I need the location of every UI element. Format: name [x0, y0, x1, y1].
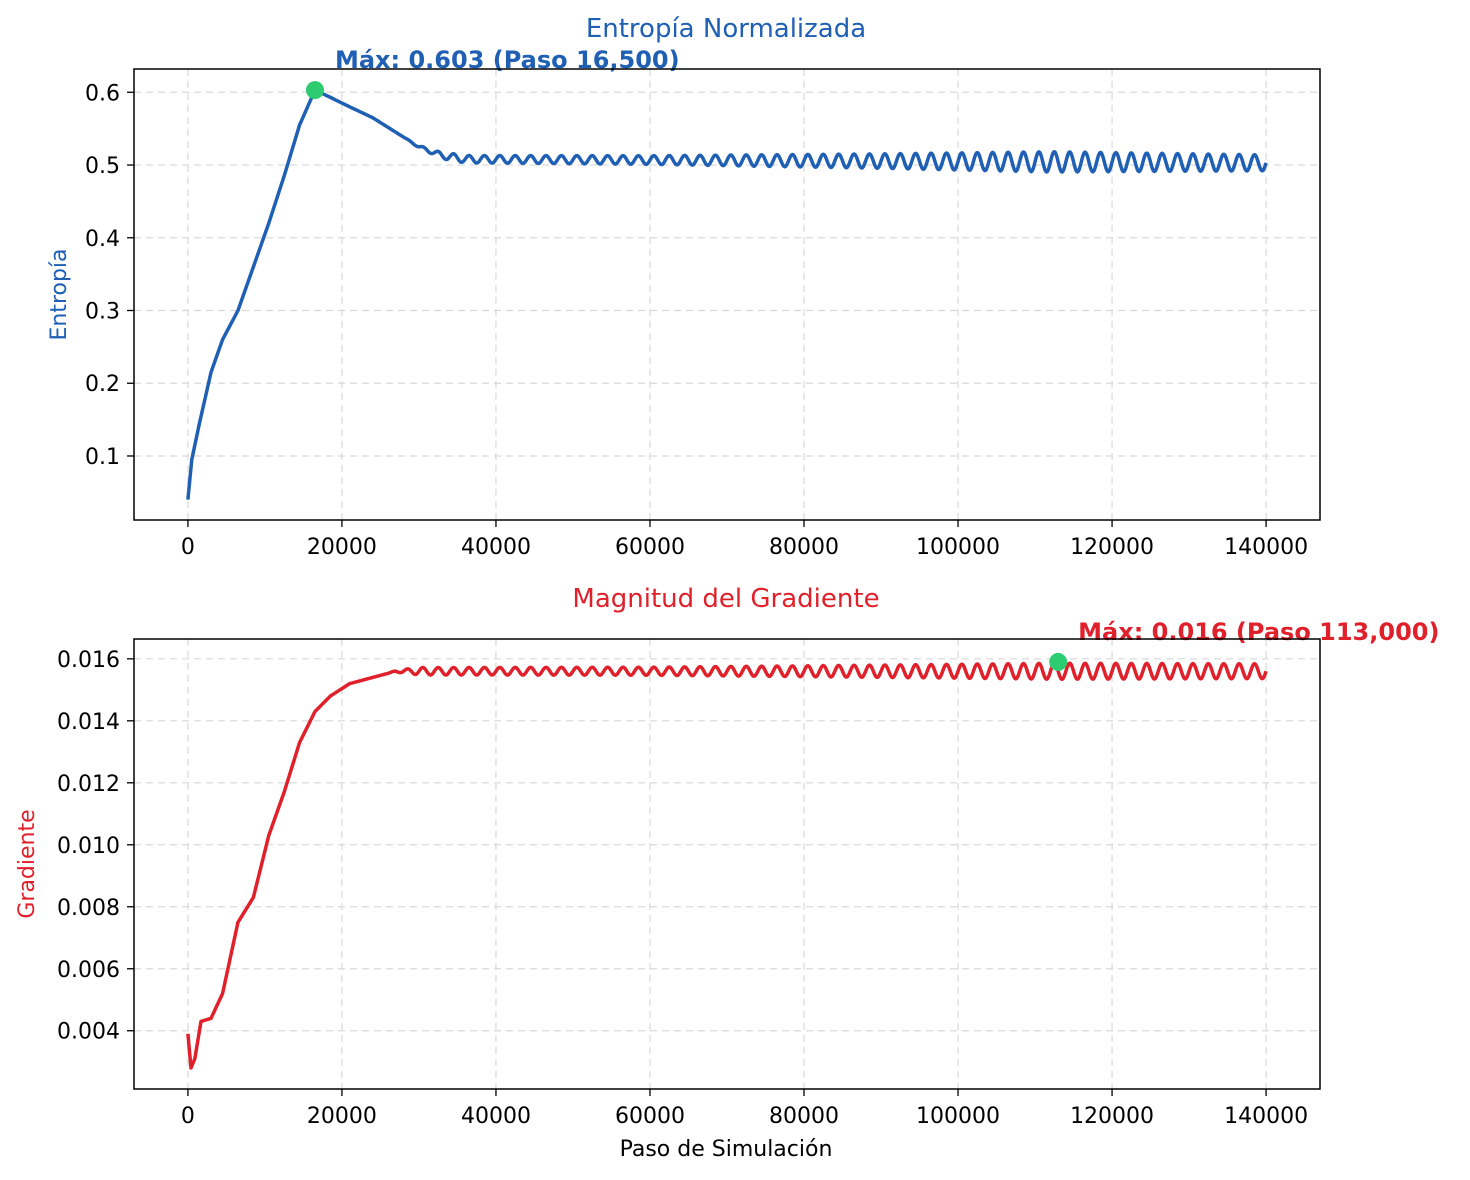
entropy-x-tick-label: 100000	[916, 535, 1000, 560]
gradient-x-ticks: 0 20000 40000 60000 80000 100000 120000 140000	[181, 1089, 1308, 1129]
entropy-x-tick-label: 20000	[307, 535, 377, 560]
entropy-series-line	[186, 88, 1268, 500]
gradient-y-tick-label: 0.012	[57, 772, 120, 797]
gradient-panel: Magnitud del Gradiente 0 20000 40000 60000 8…	[15, 584, 1439, 1162]
entropy-y-ticks: 0.1 0.2 0.3 0.4 0.5 0.6	[85, 81, 134, 470]
gradient-x-axis-label: Paso de Simulación	[620, 1137, 833, 1162]
entropy-x-tick-label: 80000	[769, 535, 839, 560]
gradient-x-tick-label: 100000	[916, 1104, 1000, 1129]
entropy-x-tick-label: 60000	[615, 535, 685, 560]
entropy-x-tick-label: 0	[181, 535, 195, 560]
gradient-axes-frame	[133, 638, 1321, 1090]
gradient-y-tick-label: 0.004	[57, 1020, 120, 1045]
entropy-x-ticks: 0 20000 40000 60000 80000 100000 120000 140000	[181, 520, 1308, 560]
gradient-y-axis-label: Gradiente	[15, 809, 40, 918]
gradient-x-tick-label: 0	[181, 1104, 195, 1129]
gradient-y-tick-label: 0.010	[57, 834, 120, 859]
gradient-x-tick-label: 20000	[307, 1104, 377, 1129]
gradient-x-tick-label: 120000	[1070, 1104, 1154, 1129]
gradient-y-tick-label: 0.008	[57, 896, 120, 921]
gradient-y-ticks: 0.004 0.006 0.008 0.010 0.012 0.014 0.016	[57, 648, 134, 1045]
gradient-y-tick-label: 0.006	[57, 958, 120, 983]
gradient-max-marker	[1049, 652, 1068, 671]
entropy-grid	[134, 69, 1320, 520]
entropy-x-tick-label: 120000	[1070, 535, 1154, 560]
entropy-y-axis-label: Entropía	[47, 248, 72, 340]
gradient-title: Magnitud del Gradiente	[572, 584, 879, 614]
entropy-y-tick-label: 0.1	[85, 445, 120, 470]
gradient-max-annotation: Máx: 0.016 (Paso 113,000)	[1078, 618, 1439, 646]
gradient-grid	[134, 639, 1320, 1089]
entropy-title: Entropía Normalizada	[586, 14, 866, 44]
entropy-y-tick-label: 0.3	[85, 300, 120, 325]
gradient-y-tick-label: 0.014	[57, 710, 120, 735]
entropy-y-tick-label: 0.5	[85, 154, 120, 179]
gradient-x-tick-label: 40000	[461, 1104, 531, 1129]
entropy-y-tick-label: 0.6	[85, 81, 120, 106]
entropy-panel: Entropía Normalizada 0 20000 40000 60000 800…	[47, 14, 1321, 560]
gradient-x-tick-label: 140000	[1224, 1104, 1308, 1129]
gradient-series-line	[186, 661, 1268, 1070]
gradient-y-tick-label: 0.016	[57, 648, 120, 673]
entropy-x-tick-label: 40000	[461, 535, 531, 560]
entropy-x-tick-label: 140000	[1224, 535, 1308, 560]
entropy-y-tick-label: 0.2	[85, 372, 120, 397]
entropy-max-marker	[305, 81, 324, 100]
gradient-x-tick-label: 80000	[769, 1104, 839, 1129]
entropy-axes-frame	[133, 68, 1321, 521]
entropy-max-annotation: Máx: 0.603 (Paso 16,500)	[335, 46, 680, 74]
entropy-y-tick-label: 0.4	[85, 227, 120, 252]
gradient-x-tick-label: 60000	[615, 1104, 685, 1129]
